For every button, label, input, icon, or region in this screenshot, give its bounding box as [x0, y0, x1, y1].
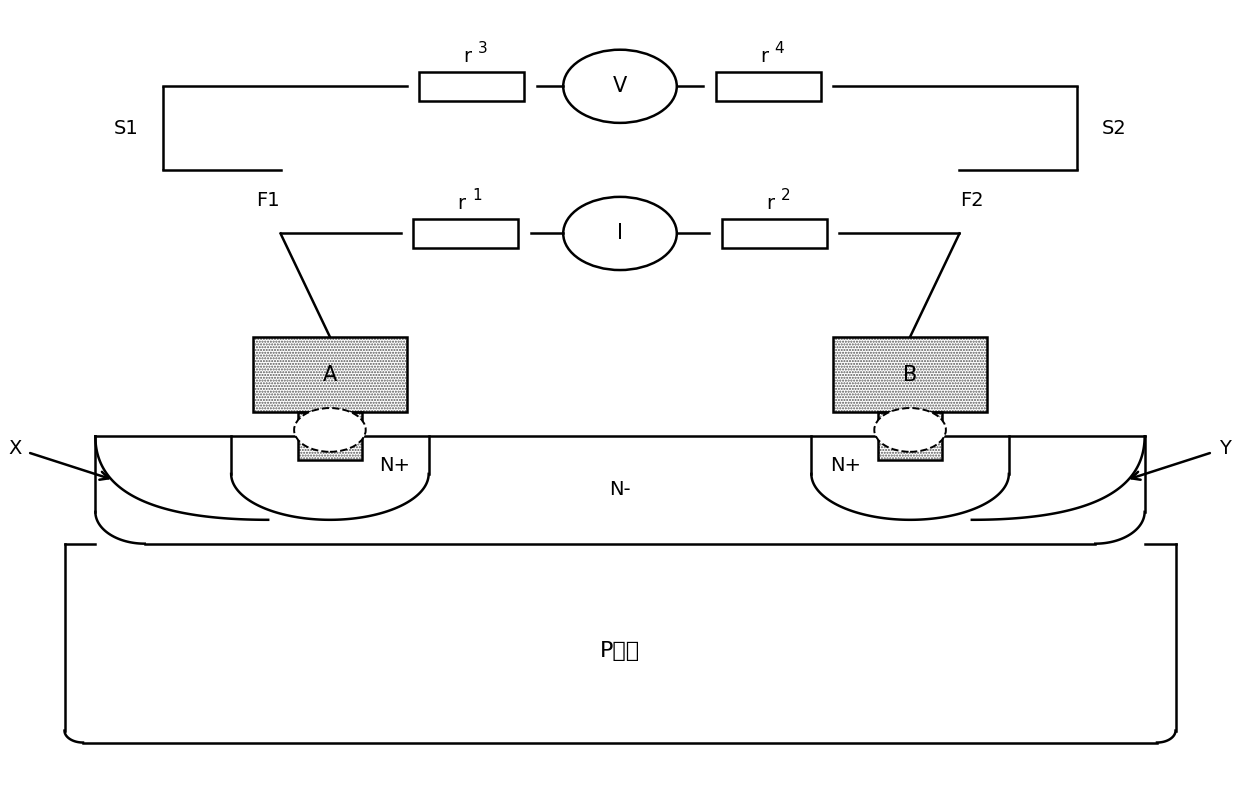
Text: N+: N+	[830, 456, 861, 475]
Text: r: r	[766, 194, 774, 213]
Text: r: r	[464, 46, 472, 66]
Text: 4: 4	[774, 41, 784, 56]
Text: 2: 2	[780, 188, 790, 203]
Text: P衬底: P衬底	[600, 641, 640, 661]
Bar	[715, 72, 821, 101]
Ellipse shape	[874, 408, 946, 452]
Text: N+: N+	[379, 456, 410, 475]
Text: N-: N-	[609, 481, 631, 500]
Text: I: I	[618, 223, 622, 244]
Text: F2: F2	[960, 191, 983, 210]
Text: Y: Y	[1219, 439, 1231, 457]
Bar	[419, 72, 525, 101]
Text: S1: S1	[114, 119, 139, 138]
Text: S2: S2	[1101, 119, 1126, 138]
Text: r: r	[458, 194, 466, 213]
Text: r: r	[760, 46, 768, 66]
Bar	[253, 337, 407, 413]
Ellipse shape	[294, 408, 366, 452]
Text: 1: 1	[472, 188, 481, 203]
Bar	[253, 337, 407, 413]
Bar	[878, 413, 942, 460]
Bar	[298, 413, 362, 460]
Bar	[878, 413, 942, 460]
Text: 3: 3	[479, 41, 487, 56]
Bar	[722, 219, 827, 248]
Bar	[298, 413, 362, 460]
Text: B: B	[903, 364, 918, 384]
Text: X: X	[9, 439, 22, 457]
Bar	[413, 219, 518, 248]
Bar	[833, 337, 987, 413]
Text: V: V	[613, 76, 627, 96]
Text: A: A	[322, 364, 337, 384]
Bar	[833, 337, 987, 413]
Text: F1: F1	[257, 191, 280, 210]
